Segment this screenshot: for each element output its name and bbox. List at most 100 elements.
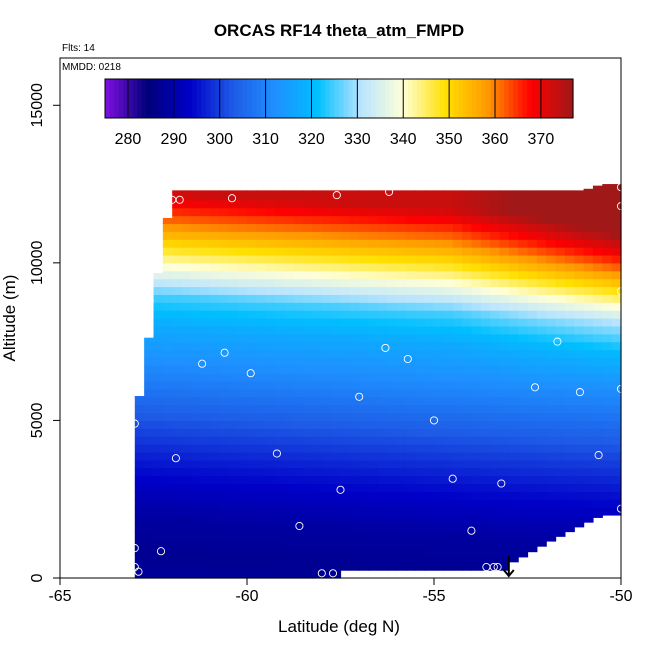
heatmap-cell <box>172 428 183 437</box>
heatmap-cell <box>462 554 472 563</box>
heatmap-cell <box>555 381 566 390</box>
heatmap-cell <box>312 325 323 335</box>
heatmap-cell <box>284 538 295 548</box>
heatmap-cell <box>536 522 547 532</box>
heatmap-cell <box>499 554 510 563</box>
heatmap-cell <box>321 239 332 248</box>
heatmap-cell <box>312 373 323 382</box>
heatmap-cell <box>508 538 519 548</box>
heatmap-cell <box>490 357 501 366</box>
heatmap-cell <box>237 190 248 193</box>
heatmap-cell <box>443 199 454 209</box>
heatmap-cell <box>546 475 557 485</box>
heatmap-cell <box>228 499 239 508</box>
heatmap-cell <box>303 554 314 563</box>
colorbar-segment <box>187 79 193 118</box>
heatmap-cell <box>583 499 594 508</box>
heatmap-cell <box>434 318 444 327</box>
heatmap-cell <box>434 530 444 540</box>
heatmap-cell <box>396 318 407 327</box>
heatmap-cell <box>415 254 426 264</box>
heatmap-cell <box>153 333 164 343</box>
heatmap-cell <box>321 207 332 217</box>
heatmap-cell <box>247 199 257 209</box>
colorbar-segment <box>251 79 258 118</box>
heatmap-cell <box>190 444 201 453</box>
heatmap-cell <box>508 247 519 256</box>
heatmap-cell <box>359 262 370 272</box>
heatmap-cell <box>443 475 454 485</box>
heatmap-cell <box>536 310 547 319</box>
heatmap-cell <box>200 333 211 343</box>
heatmap-cell <box>592 191 603 201</box>
heatmap-cell <box>471 420 482 429</box>
heatmap-cell <box>377 467 388 477</box>
heatmap-cell <box>331 341 342 351</box>
heatmap-cell <box>443 444 454 453</box>
heatmap-cell <box>405 522 416 532</box>
heatmap-cell <box>172 254 183 264</box>
heatmap-cell <box>555 239 566 248</box>
heatmap-cell <box>602 483 613 492</box>
heatmap-cell <box>256 436 267 445</box>
heatmap-cell <box>340 254 351 264</box>
heatmap-cell <box>368 475 379 485</box>
heatmap-cell <box>172 570 183 579</box>
heatmap-cell <box>200 522 211 532</box>
heatmap-cell <box>592 231 603 240</box>
heatmap-cell <box>405 191 416 201</box>
heatmap-cell <box>331 270 342 280</box>
heatmap-cell <box>462 199 472 209</box>
heatmap-cell <box>321 223 332 232</box>
heatmap-cell <box>415 554 426 563</box>
heatmap-cell <box>303 262 314 272</box>
heatmap-cell <box>359 365 370 374</box>
heatmap-cell <box>518 467 529 477</box>
heatmap-cell <box>181 373 192 382</box>
heatmap-cell <box>218 190 229 193</box>
heatmap-cell <box>555 428 566 437</box>
sample-point <box>553 337 562 346</box>
heatmap-cell <box>368 239 379 248</box>
heatmap-cell <box>611 483 622 492</box>
heatmap-cell <box>434 396 444 406</box>
heatmap-cell <box>546 294 557 303</box>
heatmap-cell <box>312 381 323 390</box>
heatmap-cell <box>218 451 229 461</box>
heatmap-cell <box>162 333 173 343</box>
heatmap-cell <box>611 247 622 256</box>
heatmap-cell <box>583 270 594 280</box>
heatmap-cell <box>452 231 463 240</box>
heatmap-cell <box>602 428 613 437</box>
heatmap-cell <box>162 451 173 461</box>
heatmap-cell <box>237 507 248 516</box>
heatmap-cell <box>396 546 407 555</box>
heatmap-cell <box>396 357 407 366</box>
heatmap-cell <box>247 570 257 579</box>
heatmap-cell <box>331 199 342 209</box>
heatmap-cell <box>499 239 510 248</box>
heatmap-cell <box>200 381 211 390</box>
heatmap-cell <box>518 357 529 366</box>
heatmap-cell <box>564 239 575 248</box>
heatmap-cell <box>564 223 575 232</box>
sample-point <box>530 383 540 392</box>
heatmap-cell <box>349 396 360 406</box>
heatmap-cell <box>405 420 416 429</box>
heatmap-cell <box>434 341 444 351</box>
colorbar-segment <box>261 79 267 118</box>
heatmap-cell <box>415 310 426 319</box>
heatmap-cell <box>396 365 407 374</box>
heatmap-cell <box>181 199 192 209</box>
heatmap-cell <box>480 530 491 540</box>
heatmap-cell <box>564 270 575 280</box>
heatmap-cell <box>200 483 211 492</box>
heatmap-cell <box>536 444 547 453</box>
heatmap-cell <box>181 388 192 398</box>
heatmap-cell <box>275 199 285 209</box>
heatmap-cell <box>275 467 285 477</box>
heatmap-cell <box>574 451 585 461</box>
heatmap-cell <box>574 239 585 248</box>
heatmap-cell <box>228 278 239 288</box>
heatmap-cell <box>602 459 613 469</box>
